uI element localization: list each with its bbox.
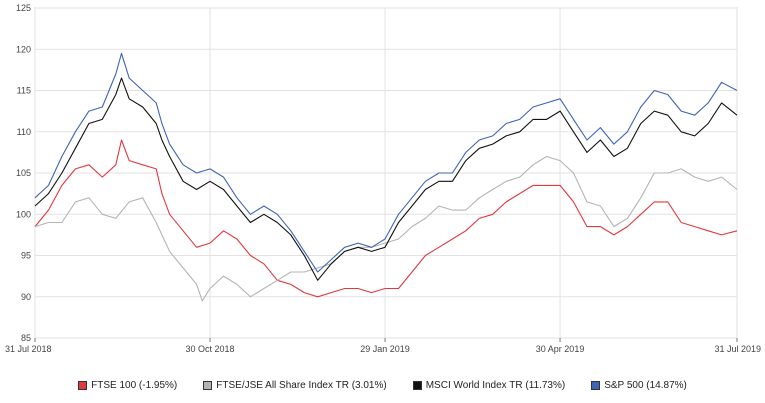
legend-item-msci-world[interactable]: MSCI World Index TR (11.73%) [412,380,566,391]
series-line-3 [34,52,738,273]
legend: FTSE 100 (-1.95%) FTSE/JSE All Share Ind… [0,380,765,391]
legend-label: FTSE/JSE All Share Index TR (3.01%) [216,380,387,391]
series-lines [34,52,738,302]
x-tick-label: 30 Apr 2019 [536,344,585,354]
y-tick-label: 120 [16,44,31,54]
legend-swatch [78,381,88,390]
legend-label: MSCI World Index TR (11.73%) [425,380,566,391]
y-tick-label: 100 [16,209,31,219]
legend-item-ftse-jse[interactable]: FTSE/JSE All Share Index TR (3.01%) [203,380,387,391]
legend-item-sp-500[interactable]: S&P 500 (14.87%) [591,380,687,391]
y-tick-label: 105 [16,168,31,178]
x-tick-label: 31 Jul 2018 [5,344,52,354]
x-tick-label: 31 Jul 2019 [714,344,761,354]
y-tick-label: 85 [21,333,31,343]
x-axis-ticks: 31 Jul 2018 30 Oct 2018 29 Jan 2019 30 Apr … [5,338,761,354]
series-line-2 [34,77,738,281]
legend-swatch [203,381,213,390]
legend-swatch [591,381,601,390]
legend-label: FTSE 100 (-1.95%) [91,380,178,391]
y-tick-label: 90 [21,292,31,302]
legend-item-ftse-100[interactable]: FTSE 100 (-1.95%) [78,380,177,391]
series-line-1 [34,155,738,302]
y-axis-ticks: 85 90 95 100 105 110 115 120 125 [16,3,31,343]
series-line-0 [34,139,738,298]
y-tick-label: 125 [16,3,31,13]
legend-swatch [412,381,422,390]
x-tick-label: 30 Oct 2018 [185,344,234,354]
y-tick-label: 95 [21,251,31,261]
y-tick-label: 110 [17,127,31,137]
legend-label: S&P 500 (14.87%) [604,380,687,391]
y-tick-label: 115 [17,86,31,96]
x-tick-label: 29 Jan 2019 [360,344,410,354]
chart-plot: 85 90 95 100 105 110 115 120 125 31 Jul 2018 30 O… [5,3,761,354]
